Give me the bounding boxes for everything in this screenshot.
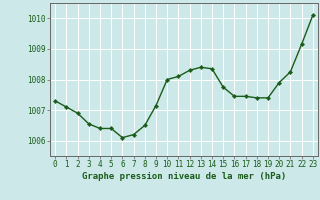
X-axis label: Graphe pression niveau de la mer (hPa): Graphe pression niveau de la mer (hPa) [82, 172, 286, 181]
